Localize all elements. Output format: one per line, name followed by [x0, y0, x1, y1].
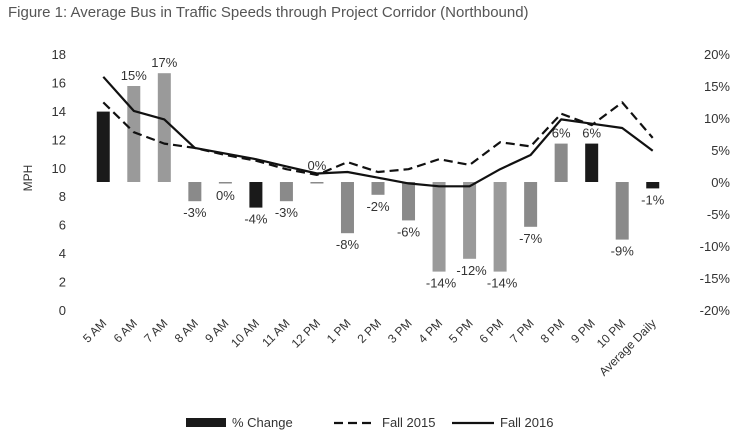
bar-data-label: -3% [183, 205, 207, 220]
y-left-tick-label: 4 [59, 246, 66, 261]
bar-data-label: 6% [582, 126, 601, 141]
bar-data-label: -12% [456, 263, 487, 278]
y-right-tick-label: -20% [700, 303, 731, 318]
bar-3-pm [402, 182, 416, 221]
x-category-label: 8 AM [172, 316, 201, 345]
bar-data-label: -7% [519, 231, 543, 246]
bar-11-am [279, 182, 293, 202]
y-axis-label: MPH [21, 165, 35, 192]
y-right-tick-label: 20% [704, 47, 730, 62]
y-axis-right: -20% -15% -10% -5% 0% 5% 10% 15% 20% [700, 47, 731, 318]
y-right-tick-label: 0% [711, 175, 730, 190]
bar-data-label: -4% [244, 212, 268, 227]
x-category-label: 6 PM [477, 316, 507, 346]
line-fall-2016 [102, 76, 654, 188]
x-category-label: 9 AM [202, 316, 231, 345]
y-right-tick-label: -15% [700, 271, 731, 286]
bar-data-label: -1% [641, 192, 665, 207]
bars-group [96, 73, 660, 272]
legend: % Change Fall 2015 Fall 2016 [186, 415, 553, 430]
bar-5-am [96, 111, 110, 182]
legend-swatch-pct-change [186, 418, 226, 427]
y-right-tick-label: -10% [700, 239, 731, 254]
y-right-tick-label: 10% [704, 111, 730, 126]
bar-9-pm [585, 143, 599, 182]
y-right-tick-label: 5% [711, 143, 730, 158]
y-left-tick-label: 10 [52, 161, 66, 176]
bar-10-pm [615, 182, 629, 240]
bar-5-pm [463, 182, 477, 259]
y-left-tick-label: 0 [59, 303, 66, 318]
chart-title: Figure 1: Average Bus in Traffic Speeds … [8, 4, 529, 21]
bar-average-daily [646, 182, 660, 189]
x-category-label: 6 AM [111, 316, 140, 345]
bar-8-am [188, 182, 202, 202]
x-category-label: 7 PM [507, 316, 537, 346]
lines-group [102, 76, 654, 188]
bar-data-label: 0% [216, 188, 235, 203]
bar-6-am [127, 86, 141, 182]
x-category-label: 5 AM [80, 316, 109, 345]
bar-6-pm [493, 182, 507, 272]
y-left-tick-label: 12 [52, 132, 66, 147]
x-category-label: 3 PM [385, 316, 415, 346]
x-category-label: 7 AM [141, 316, 170, 345]
bar-data-label: -8% [336, 237, 360, 252]
bar-data-label: 0% [308, 158, 327, 173]
y-right-tick-label: 15% [704, 79, 730, 94]
bar-7-am [157, 73, 171, 182]
bar-labels-group: 15% 17% -3% 0% -4% -3% 0% -8% -2% -6% -14%-12%-14%… [121, 55, 665, 290]
x-category-label: 8 PM [538, 316, 568, 346]
y-left-tick-label: 8 [59, 189, 66, 204]
bar-data-label: -2% [366, 199, 390, 214]
bar-data-label: 15% [121, 68, 147, 83]
bar-data-label: -14% [487, 276, 518, 291]
legend-label: % Change [232, 415, 293, 430]
y-left-tick-label: 14 [52, 104, 66, 119]
x-category-label: 10 AM [228, 316, 262, 350]
y-left-tick-label: 2 [59, 275, 66, 290]
bar-data-label: -9% [611, 244, 635, 259]
bar-data-label: -6% [397, 224, 421, 239]
bar-7-pm [524, 182, 538, 227]
y-left-tick-label: 18 [52, 47, 66, 62]
x-category-label: 4 PM [415, 316, 445, 346]
x-category-label: 12 PM [289, 316, 323, 350]
bar-4-pm [432, 182, 446, 272]
legend-label: Fall 2016 [500, 415, 553, 430]
bar-data-label: 6% [552, 126, 571, 141]
y-left-tick-label: 6 [59, 218, 66, 233]
bar-data-label: -14% [426, 276, 457, 291]
x-category-label: 1 PM [324, 316, 354, 346]
bar-10-am [249, 182, 263, 208]
bar-1-pm [340, 182, 354, 234]
y-right-tick-label: -5% [707, 207, 731, 222]
x-category-label: 11 AM [259, 316, 292, 349]
bar-data-label: 17% [151, 55, 177, 70]
bar-2-pm [371, 182, 385, 195]
legend-label: Fall 2015 [382, 415, 435, 430]
bar-9-am [218, 182, 232, 184]
bar-8-pm [554, 143, 568, 182]
x-category-label: 5 PM [446, 316, 476, 346]
y-axis-left: 0 2 4 6 8 10 12 14 16 18 [52, 47, 66, 318]
x-category-label: 2 PM [354, 316, 384, 346]
y-left-tick-label: 16 [52, 75, 66, 90]
bar-12-pm [310, 182, 324, 184]
bar-data-label: -3% [275, 205, 299, 220]
